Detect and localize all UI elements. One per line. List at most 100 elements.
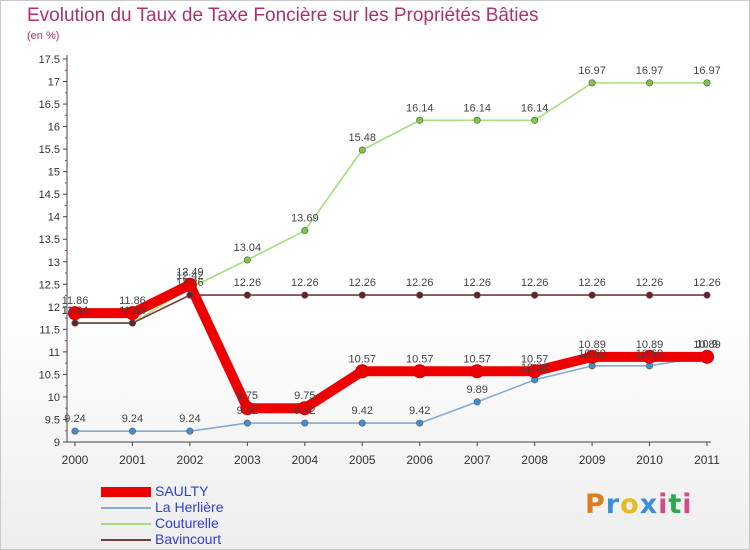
data-label: 10.69 [578, 348, 606, 360]
data-label: 11.64 [62, 305, 89, 317]
data-point [588, 79, 596, 87]
x-tick-label: 2010 [636, 453, 663, 467]
data-label: 11.64 [62, 305, 89, 317]
legend-label: SAULTY [155, 483, 209, 499]
series-line-bavincourt [74, 294, 708, 324]
data-point [71, 319, 79, 327]
y-tick-label: 14 [48, 212, 60, 224]
data-label: 9.42 [237, 405, 258, 417]
data-label: 10.57 [521, 353, 549, 365]
y-tick-label: 15 [48, 167, 60, 179]
data-label: 10.9 [696, 338, 717, 350]
y-tick-label: 17 [48, 77, 60, 89]
legend-label: La Herlière [155, 499, 224, 515]
data-label: 12.26 [291, 277, 319, 289]
data-point [416, 291, 424, 299]
data-label: 9.24 [122, 413, 143, 425]
data-label: 9.42 [352, 405, 373, 417]
data-label: 11.64 [119, 305, 146, 317]
x-tick-label: 2009 [579, 453, 606, 467]
data-label: 16.14 [406, 102, 434, 114]
data-label: 15.48 [349, 132, 377, 144]
series-line-la-herlière [74, 355, 708, 432]
data-point [703, 79, 711, 87]
data-label: 10.89 [693, 339, 721, 351]
x-tick-label: 2006 [406, 453, 433, 467]
proxiti-logo: Proxiti [585, 489, 693, 520]
data-point [125, 306, 140, 321]
chart-subtitle: (en %) [27, 30, 60, 42]
data-label: 10.57 [463, 353, 491, 365]
y-tick-label: 12.5 [39, 279, 60, 291]
logo-letter: P [585, 489, 606, 520]
logo-letter: i [682, 489, 693, 520]
data-label: 12.49 [176, 267, 204, 279]
data-label: 9.42 [409, 405, 430, 417]
data-label: 9.75 [294, 390, 315, 402]
logo-letter: r [605, 489, 621, 520]
data-point [416, 116, 424, 124]
data-label: 10.89 [636, 339, 664, 351]
data-point [186, 427, 194, 435]
data-point [416, 419, 424, 427]
data-label: 12.26 [463, 277, 491, 289]
x-tick-label: 2004 [291, 453, 318, 467]
y-tick-label: 11.5 [39, 324, 60, 336]
data-label: 10.57 [406, 353, 434, 365]
data-label: 12.26 [693, 277, 721, 289]
data-point [703, 291, 711, 299]
logo-letter: o [620, 489, 640, 520]
y-tick-label: 17.5 [39, 54, 60, 66]
data-label: 11.86 [119, 295, 146, 307]
data-label: 9.24 [64, 413, 85, 425]
data-label: 9.42 [294, 405, 315, 417]
data-label: 12.26 [521, 277, 549, 289]
data-point [240, 401, 255, 416]
chart-title: Evolution du Taux de Taxe Foncière sur l… [27, 5, 539, 26]
data-point [531, 291, 539, 299]
legend-swatch [101, 507, 151, 509]
data-point [297, 401, 312, 416]
data-point [301, 227, 309, 235]
data-label: 13.04 [234, 242, 262, 254]
data-label: 10.38 [521, 362, 549, 374]
x-tick-label: 2008 [521, 453, 548, 467]
data-point [182, 277, 197, 292]
y-tick-label: 13 [48, 257, 60, 269]
legend-swatch [101, 487, 151, 497]
data-point [470, 364, 485, 379]
y-tick-label: 13.5 [39, 234, 60, 246]
data-label: 9.89 [466, 384, 487, 396]
x-tick-label: 2007 [464, 453, 491, 467]
logo-letter: i [658, 489, 669, 520]
y-tick-label: 16.5 [39, 99, 60, 111]
data-point [243, 291, 251, 299]
data-label: 10.89 [578, 339, 606, 351]
data-label: 12.26 [406, 277, 434, 289]
data-label: 13.69 [291, 213, 319, 225]
data-label: 16.97 [578, 65, 606, 77]
y-tick-label: 15.5 [39, 144, 60, 156]
data-label: 9.75 [237, 390, 258, 402]
legend-swatch [101, 539, 151, 541]
series-line-saulty [70, 279, 712, 414]
data-label: 12.26 [349, 277, 377, 289]
data-point [243, 256, 251, 264]
y-tick-label: 9 [54, 437, 60, 449]
data-point [243, 419, 251, 427]
y-tick-label: 16 [48, 122, 60, 134]
data-point [646, 79, 654, 87]
legend-label: Couturelle [155, 515, 219, 531]
y-tick-label: 9.5 [45, 414, 60, 426]
data-label: 11.86 [62, 295, 89, 307]
data-label: 9.24 [179, 413, 200, 425]
y-tick-label: 14.5 [39, 189, 60, 201]
data-label: 12.26 [636, 277, 664, 289]
data-label: 16.14 [463, 102, 491, 114]
x-tick-label: 2002 [177, 453, 204, 467]
data-point [301, 419, 309, 427]
data-point [301, 291, 309, 299]
data-point [473, 116, 481, 124]
data-point [186, 291, 194, 299]
